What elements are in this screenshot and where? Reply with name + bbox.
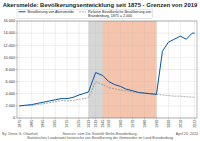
footer-text: By: Denis G. Otiashvili	[2, 132, 38, 136]
grid-line-x	[108, 21, 109, 118]
legend-frame	[17, 9, 153, 18]
y-tick-label: 10.000	[3, 56, 15, 60]
legend-entry: Bevölkerung von Akersmelde	[19, 10, 75, 14]
footer: Sources: vom Die Statistik Berlin-Brande…	[2, 132, 198, 140]
y-tick	[16, 81, 18, 82]
grid-line-y	[17, 69, 197, 70]
x-axis: 1875 1885 1895 1905 1915 1925 1933193919451950…	[18, 118, 197, 128]
y-axis: 0 2.000 4.000 6.000 8.000 10.000 12.000 14.000 1…	[3, 19, 17, 120]
legend-label: Bevölkerung von Akersmelde	[28, 10, 75, 14]
footer-text: Sources: vom Die Statistik Berlin-Brande…	[27, 132, 173, 140]
x-tick	[67, 118, 68, 120]
x-tick-label: 1875	[18, 120, 22, 128]
x-tick-label: 1895	[41, 120, 45, 128]
y-tick	[16, 118, 18, 119]
grid-line-x	[19, 21, 20, 118]
y-tick-label: 8.000	[5, 68, 15, 72]
y-tick-label: 0	[13, 116, 15, 120]
grid-line-x	[194, 21, 195, 118]
x-tick-label: 1939	[94, 120, 98, 128]
x-tick	[120, 118, 121, 120]
y-tick	[16, 69, 18, 70]
plot-frame	[17, 21, 197, 118]
y-tick-label: 6.000	[5, 80, 15, 84]
y-tick-label: 16.000	[3, 19, 15, 23]
x-tick-label: 1990	[155, 120, 159, 128]
legend-entry: Relative Bevölkerliche Bevölkerung vonBr…	[79, 10, 151, 18]
x-tick	[55, 118, 56, 120]
legend-label: Relative Bevölkerliche Bevölkerung vonBr…	[88, 10, 151, 18]
grid-line-y	[17, 45, 197, 46]
x-tick	[19, 118, 20, 120]
title: Akersmelde: Bevölkerungsentwicklung seit…	[3, 2, 198, 8]
y-tick	[16, 93, 18, 94]
grid-line-x	[55, 21, 56, 118]
x-tick	[102, 118, 103, 120]
y-tick-label: 2.000	[5, 104, 15, 108]
x-tick-label: 1933	[87, 120, 91, 128]
x-tick	[156, 118, 157, 120]
grid-line-y	[17, 105, 197, 106]
grid-line-y	[17, 93, 197, 94]
grid-line-y	[17, 33, 197, 34]
x-tick-label: 2010	[179, 120, 183, 128]
y-tick	[16, 33, 18, 34]
legend-handle	[19, 11, 26, 12]
y-tick-label: 14.000	[3, 31, 15, 35]
x-tick-label: 1885	[30, 120, 34, 128]
x-tick	[168, 118, 169, 120]
x-tick	[132, 118, 133, 120]
x-tick	[144, 118, 145, 120]
x-tick-label: 1980	[143, 120, 147, 128]
grid-line-y	[17, 81, 197, 82]
grid-line-x	[31, 21, 32, 118]
x-tick	[95, 118, 96, 120]
grid-line-x	[156, 21, 157, 118]
x-tick-label: 1915	[65, 120, 69, 128]
y-tick	[16, 21, 18, 22]
grid-line-y	[17, 57, 197, 58]
x-tick	[194, 118, 195, 120]
x-tick	[180, 118, 181, 120]
x-tick-label: 2000	[167, 120, 171, 128]
x-tick-label: 1905	[53, 120, 57, 128]
grid-line-x	[78, 21, 79, 118]
grid-line-x	[67, 21, 68, 118]
grid-line-x	[168, 21, 169, 118]
grid-line-x	[180, 21, 181, 118]
grid-line-x	[120, 21, 121, 118]
y-tick	[16, 45, 18, 46]
lines	[19, 33, 194, 106]
x-tick	[31, 118, 32, 120]
x-tick	[43, 118, 44, 120]
legend: Bevölkerung von Akersmelde Relative Bevöl…	[17, 9, 153, 18]
grid-line-x	[88, 21, 89, 118]
x-tick-label: 1970	[131, 120, 135, 128]
x-tick	[88, 118, 89, 120]
y-tick	[16, 57, 18, 58]
x-tick	[78, 118, 79, 120]
x-tick-label: 1945	[101, 120, 105, 128]
series-line	[19, 33, 194, 106]
footer-text-line: Statistisches Landesamt historische von …	[27, 136, 173, 140]
legend-label-line: Bevölkerung von Akersmelde	[28, 10, 75, 14]
x-tick-label: 1925	[77, 120, 81, 128]
legend-label-line: Brandenburg, 1875 = 2.000	[88, 14, 132, 18]
grid-line-x	[95, 21, 96, 118]
y-tick-label: 12.000	[3, 44, 15, 48]
grid-line-x	[144, 21, 145, 118]
x-tick	[108, 118, 109, 120]
y-tick-label: 4.000	[5, 92, 15, 96]
grid	[17, 21, 197, 118]
legend-handle	[79, 11, 86, 12]
x-tick-label: 1960	[119, 120, 123, 128]
chart: Akersmelde: Bevölkerungsentwicklung seit…	[0, 0, 200, 141]
footer-text: April 20, 2024	[176, 132, 198, 136]
x-tick-label: 1950	[107, 120, 111, 128]
y-tick	[16, 105, 18, 106]
grid-line-x	[102, 21, 103, 118]
grid-line-x	[132, 21, 133, 118]
x-tick-label: 2022	[193, 120, 197, 128]
